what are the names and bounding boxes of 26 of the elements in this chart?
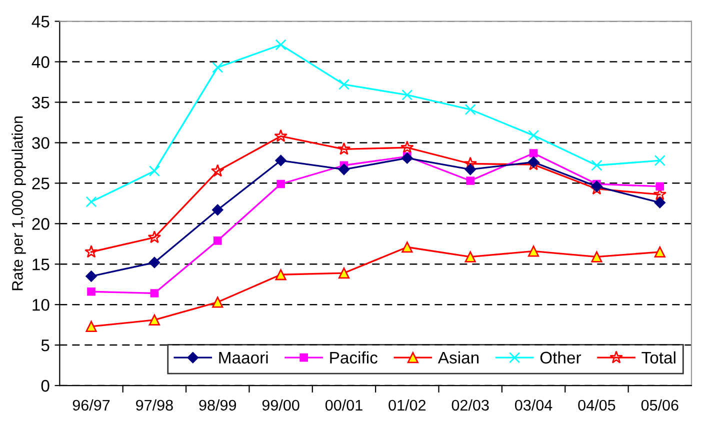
y-tick-label: 25 [32,178,50,190]
x-tick-label: 99/00 [262,399,300,411]
y-axis-title: Rate per 1,000 population [12,116,26,290]
x-tick-label: 96/97 [72,399,110,411]
y-tick-label: 40 [32,56,50,68]
y-tick-label: 15 [32,258,50,270]
x-tick-label: 97/98 [136,399,173,411]
y-tick-label: 20 [32,218,50,230]
y-tick-label: 5 [41,340,50,352]
y-tick-label: 0 [41,380,50,392]
x-tick-label: 04/05 [578,399,616,411]
x-tick-label: 98/99 [199,399,236,411]
x-tick-label: 03/04 [515,399,552,411]
legend-label: Asian [438,351,479,364]
x-tick-label: 02/03 [452,399,489,411]
x-tick-label: 01/02 [388,399,426,411]
x-tick-label: 05/06 [641,399,678,411]
legend-label: Maaori [219,351,268,364]
legend-label: Pacific [330,351,378,364]
legend-label: Other [540,351,581,364]
y-tick-label: 45 [32,16,50,28]
y-tick-label: 30 [32,137,50,149]
y-tick-label: 10 [32,298,50,311]
x-tick-label: 00/01 [325,399,362,411]
y-tick-label: 35 [32,96,50,108]
legend-label: Total [642,351,676,364]
